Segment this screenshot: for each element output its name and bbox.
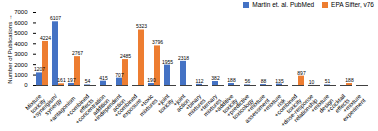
svg-text:54: 54 [85,78,91,84]
svg-text:707: 707 [115,72,124,78]
svg-text:188: 188 [227,77,236,83]
svg-text:2767: 2767 [72,50,83,56]
svg-text:5000: 5000 [14,30,28,36]
svg-text:1955: 1955 [162,59,173,65]
svg-text:88: 88 [261,78,267,84]
svg-text:10: 10 [309,79,315,85]
svg-text:161: 161 [57,77,66,83]
svg-text:+toxicmixtures: +toxicmixtures [134,93,159,118]
svg-text:Number of Publications →: Number of Publications → [7,14,13,84]
svg-text:2318: 2318 [178,55,189,61]
svg-text:0: 0 [24,82,28,88]
svg-text:3000: 3000 [14,51,28,57]
svg-text:2000: 2000 [14,62,28,68]
svg-text:4224: 4224 [40,35,51,41]
svg-text:6107: 6107 [50,15,61,21]
svg-text:190: 190 [147,77,156,83]
svg-text:188: 188 [345,77,354,83]
svg-text:112: 112 [196,78,204,84]
svg-text:+combinedexposure: +combinedexposure [113,93,143,123]
svg-text:+mixtureexperiment: +mixtureexperiment [337,93,367,123]
svg-text:1207: 1207 [34,66,45,72]
svg-text:6000: 6000 [14,20,28,26]
svg-text:415: 415 [99,75,108,81]
svg-text:1000: 1000 [14,72,28,78]
svg-text:382: 382 [211,75,220,81]
svg-text:7000: 7000 [14,9,28,15]
svg-text:3796: 3796 [152,39,163,45]
svg-text:51: 51 [325,78,331,84]
svg-text:197: 197 [67,77,76,83]
svg-text:135: 135 [275,78,284,84]
svg-text:5323: 5323 [136,23,147,29]
svg-text:56: 56 [245,78,251,84]
svg-text:4000: 4000 [14,41,28,47]
svg-text:2485: 2485 [120,53,131,59]
svg-text:897: 897 [297,70,306,76]
